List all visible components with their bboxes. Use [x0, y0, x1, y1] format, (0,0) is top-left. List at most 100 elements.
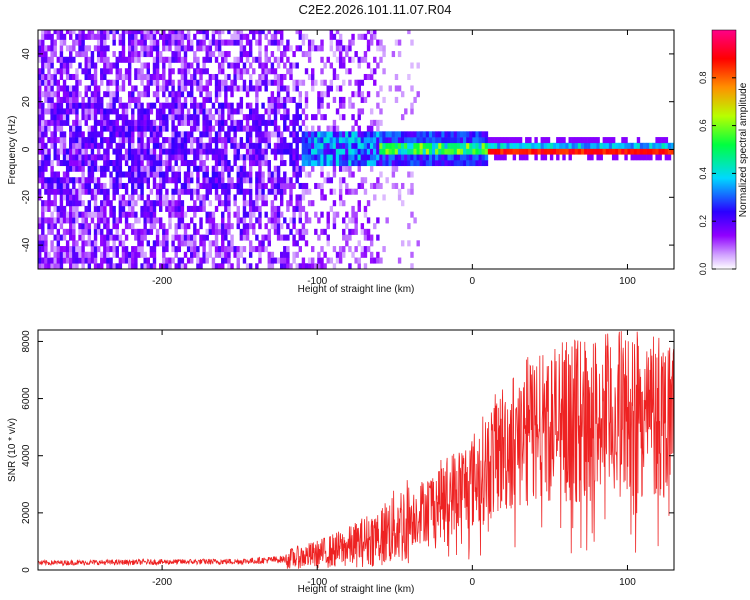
heatmap-cell [146, 228, 150, 235]
heatmap-cell [53, 142, 57, 149]
heatmap-cell [134, 177, 138, 184]
heatmap-cell [171, 137, 175, 144]
heatmap-cell [149, 211, 154, 218]
heatmap-cell [261, 148, 265, 155]
heatmap-cell [363, 234, 368, 241]
heatmap-cell [146, 108, 150, 115]
heatmap-cell [124, 114, 129, 121]
heatmap-cell [214, 188, 219, 195]
heatmap-cell [47, 85, 51, 92]
heatmap-cell [525, 142, 529, 149]
heatmap-cell [295, 240, 299, 247]
heatmap-cell [304, 33, 309, 40]
heatmap-cell [106, 119, 110, 126]
heatmap-cell [304, 142, 309, 149]
heatmap-cell [224, 200, 228, 207]
heatmap-cell [62, 62, 67, 69]
heatmap-cell [115, 148, 119, 155]
heatmap-cell [258, 85, 262, 92]
heatmap-cell [53, 119, 57, 126]
heatmap-cell [593, 148, 597, 155]
heatmap-cell [295, 263, 299, 269]
heatmap-cell [72, 188, 76, 195]
heatmap-cell [84, 119, 88, 126]
heatmap-cell [221, 119, 225, 126]
heatmap-cell [118, 68, 123, 75]
heatmap-cell [307, 73, 312, 81]
heatmap-cell [211, 102, 216, 109]
heatmap-cell [180, 211, 185, 218]
heatmap-cell [131, 131, 135, 138]
heatmap-cell [205, 30, 209, 35]
heatmap-cell [357, 142, 361, 149]
heatmap-cell [38, 246, 42, 253]
heatmap-cell [72, 160, 76, 167]
heatmap-cell [267, 171, 271, 178]
heatmap-cell [385, 160, 389, 167]
heatmap-cell [410, 182, 414, 189]
heatmap-cell [38, 114, 42, 121]
heatmap-cell [230, 142, 234, 149]
heatmap-cell [351, 160, 355, 167]
heatmap-cell [50, 137, 54, 144]
heatmap-cell [338, 257, 343, 264]
heatmap-cell [100, 240, 104, 247]
heatmap-cell [65, 182, 70, 189]
heatmap-cell [326, 56, 330, 63]
heatmap-cell [369, 131, 374, 138]
heatmap-cell [590, 142, 594, 149]
heatmap-cell [159, 263, 163, 269]
heatmap-cell [410, 62, 414, 69]
heatmap-cell [202, 251, 206, 258]
heatmap-cell [276, 177, 281, 184]
heatmap-cell [137, 39, 141, 46]
heatmap-cell [162, 56, 166, 63]
heatmap-cell [59, 200, 64, 207]
heatmap-cell [279, 177, 284, 184]
heatmap-cell [149, 188, 154, 195]
heatmap-cell [428, 148, 433, 155]
heatmap-cell [38, 91, 42, 98]
heatmap-cell [261, 119, 265, 126]
heatmap-cell [323, 137, 327, 144]
heatmap-cell [78, 154, 82, 161]
heatmap-cell [565, 142, 569, 149]
heatmap-cell [283, 62, 287, 69]
heatmap-cell [410, 160, 414, 167]
heatmap-cell [258, 171, 262, 178]
heatmap-cell [180, 223, 185, 230]
heatmap-cell [115, 171, 119, 178]
heatmap-cell [338, 182, 343, 189]
heatmap-cell [261, 62, 265, 69]
heatmap-cell [65, 211, 70, 218]
heatmap-cell [444, 142, 448, 149]
heatmap-cell [338, 137, 343, 144]
heatmap-cell [230, 246, 234, 253]
heatmap-cell [230, 79, 234, 86]
heatmap-cell [214, 240, 219, 247]
heatmap-cell [432, 142, 436, 149]
heatmap-cell [112, 102, 116, 109]
heatmap-cell [611, 154, 616, 161]
heatmap-cell [537, 142, 541, 149]
heatmap-cell [131, 177, 135, 184]
heatmap-cell [329, 142, 334, 149]
heatmap-cell [84, 223, 88, 230]
heatmap-cell [373, 160, 377, 167]
heatmap-cell [162, 148, 166, 155]
heatmap-cell [472, 154, 476, 161]
heatmap-cell [186, 246, 191, 253]
heatmap-cell [335, 85, 340, 92]
heatmap-cell [664, 142, 669, 149]
heatmap-cell [205, 108, 209, 115]
heatmap-cell [75, 102, 79, 109]
heatmap-cell [90, 79, 95, 86]
heatmap-cell [311, 160, 315, 167]
heatmap-cell [53, 251, 57, 258]
heatmap-cell [425, 154, 430, 161]
heatmap-cell [369, 108, 374, 115]
heatmap-cell [338, 114, 343, 121]
heatmap-cell [217, 246, 222, 253]
heatmap-cell [174, 114, 178, 121]
heatmap-cell [283, 246, 287, 253]
